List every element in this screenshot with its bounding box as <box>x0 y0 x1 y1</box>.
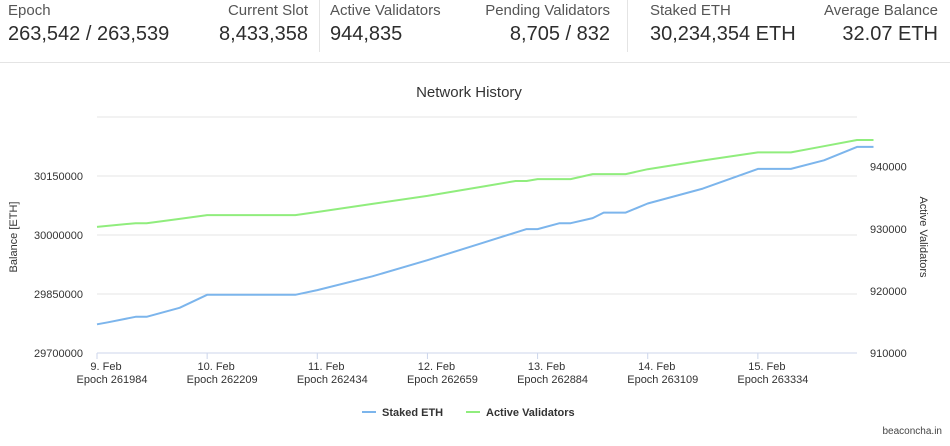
stat-pending-validators-label: Pending Validators <box>485 2 610 19</box>
x-tick-label-date: 10. Feb <box>197 361 234 373</box>
x-tick-label-date: 9. Feb <box>90 361 121 373</box>
x-tick-label-epoch: Epoch 262884 <box>517 374 588 386</box>
stat-staked-eth: Staked ETH 30,234,354 ETH <box>628 0 808 62</box>
series-line-active-validators[interactable] <box>96 139 874 228</box>
y-right-tick-label: 910000 <box>870 348 907 360</box>
stat-average-balance-value: 32.07 ETH <box>842 23 938 45</box>
stat-divider <box>319 0 320 52</box>
stat-pending-validators-value: 8,705 / 832 <box>509 23 610 45</box>
legend-item-staked-eth[interactable]: Staked ETH <box>362 407 443 419</box>
series-line-staked-eth[interactable] <box>96 145 874 326</box>
stat-current-slot: Current Slot 8,433,358 <box>183 0 320 62</box>
series-lines <box>96 139 874 326</box>
stat-epoch: Epoch 263,542 / 263,539 <box>0 0 183 62</box>
stat-active-validators-value: 944,835 <box>330 23 403 45</box>
x-tick-label-date: 11. Feb <box>308 361 345 373</box>
chart-credit[interactable]: beaconcha.in <box>882 426 943 437</box>
x-tick-label-epoch: Epoch 262659 <box>407 374 478 386</box>
stat-staked-eth-label: Staked ETH <box>650 2 731 19</box>
x-tick-label-epoch: Epoch 261984 <box>77 374 148 386</box>
stat-active-validators-label: Active Validators <box>330 2 441 19</box>
stat-epoch-value: 263,542 / 263,539 <box>8 23 170 45</box>
chart-legend: Staked ETH Active Validators <box>362 407 575 419</box>
y-right-tick-label: 930000 <box>870 224 907 236</box>
stat-current-slot-label: Current Slot <box>227 2 308 19</box>
legend-label: Staked ETH <box>382 407 443 419</box>
stats-bar: Epoch 263,542 / 263,539 Current Slot 8,4… <box>0 0 950 63</box>
y-axis-right: 910000 920000 930000 940000 <box>870 162 907 360</box>
network-history-chart: Network History 9. Feb Epoch 261984 10. Fe… <box>0 72 950 441</box>
x-tick-label-epoch: Epoch 262434 <box>297 374 368 386</box>
y-right-tick-label: 940000 <box>870 162 907 174</box>
y-axis-left-title: Balance [ETH] <box>8 202 20 273</box>
stat-divider <box>627 0 628 52</box>
stat-epoch-label: Epoch <box>8 2 51 19</box>
chart-title: Network History <box>416 84 522 101</box>
stat-average-balance: Average Balance 32.07 ETH <box>808 0 950 62</box>
y-right-tick-label: 920000 <box>870 286 907 298</box>
grid-lines <box>97 116 857 354</box>
x-tick-label-epoch: Epoch 262209 <box>187 374 258 386</box>
y-left-tick-label: 29850000 <box>34 289 83 301</box>
x-tick-label-date: 12. Feb <box>418 361 455 373</box>
y-axis-right-title: Active Validators <box>917 196 929 278</box>
y-left-tick-label: 29700000 <box>34 348 83 360</box>
x-tick-label-epoch: Epoch 263334 <box>737 374 808 386</box>
stat-staked-eth-value: 30,234,354 ETH <box>650 23 796 45</box>
x-tick-label-date: 15. Feb <box>748 361 785 373</box>
y-left-tick-label: 30150000 <box>34 171 83 183</box>
x-tick-label-epoch: Epoch 263109 <box>627 374 698 386</box>
stat-active-validators: Active Validators 944,835 <box>320 0 470 62</box>
x-tick-label-date: 13. Feb <box>528 361 565 373</box>
stat-current-slot-value: 8,433,358 <box>219 23 308 45</box>
y-axis-left: 29700000 29850000 30000000 30150000 <box>34 171 83 360</box>
x-tick-label-date: 14. Feb <box>638 361 675 373</box>
y-left-tick-label: 30000000 <box>34 230 83 242</box>
legend-label: Active Validators <box>486 407 575 419</box>
stat-average-balance-label: Average Balance <box>824 2 938 19</box>
legend-item-active-validators[interactable]: Active Validators <box>466 407 575 419</box>
stat-pending-validators: Pending Validators 8,705 / 832 <box>470 0 628 62</box>
